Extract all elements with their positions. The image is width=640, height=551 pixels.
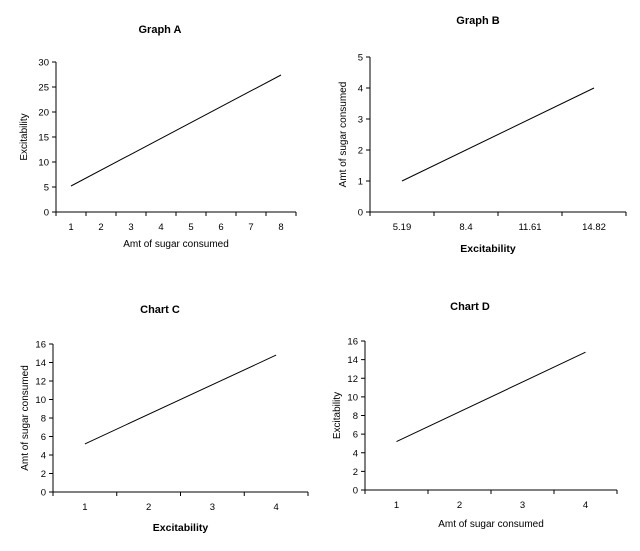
chart-a-x-tick-label: 5 [188, 222, 193, 233]
chart-c-y-tick-label: 6 [41, 432, 46, 443]
chart-a-y-tick-label: 5 [44, 183, 49, 194]
chart-a-y-axis-label: Excitability [19, 113, 30, 160]
chart-a-y-tick-label: 30 [38, 58, 49, 69]
chart-b-x-tick-label: 5.19 [393, 222, 412, 233]
chart-c-x-tick-label: 1 [82, 502, 87, 513]
chart-a-y-tick-label: 20 [38, 108, 49, 119]
chart-c-y-tick-label: 10 [35, 395, 46, 406]
chart-d-x-tick-label: 1 [394, 500, 399, 511]
chart-d-y-tick-label: 16 [347, 337, 358, 348]
chart-a-x-axis-label: Amt of sugar consumed [123, 239, 229, 250]
chart-a-y-tick-label: 25 [38, 83, 49, 94]
chart-d-y-tick-label: 10 [347, 392, 358, 403]
chart-d-series-line [396, 351, 586, 443]
chart-c-y-tick-label: 16 [35, 340, 46, 351]
chart-a-series-line [70, 74, 282, 187]
chart-c-y-axis-label: Amt of sugar consumed [20, 365, 31, 471]
chart-c-y-tick-label: 14 [35, 358, 46, 369]
chart-b-x-tick-label: 14.82 [582, 222, 606, 233]
chart-a-x-tick-label: 2 [98, 222, 103, 233]
chart-c-y-tick-label: 8 [41, 414, 46, 425]
chart-a-x-tick-label: 6 [218, 222, 223, 233]
chart-b-y-tick-label: 3 [358, 115, 363, 126]
chart-b-y-tick-label: 4 [358, 84, 363, 95]
chart-d-y-tick-label: 6 [353, 430, 358, 441]
chart-c-y-tick-label: 2 [41, 469, 46, 480]
chart-a-title: Graph A [139, 24, 182, 36]
chart-d-y-tick-label: 2 [353, 467, 358, 478]
chart-c-series-line [84, 354, 277, 445]
chart-c-x-axis-label: Excitability [153, 522, 209, 534]
chart-d-title: Chart D [450, 301, 490, 313]
chart-b-y-tick-label: 2 [358, 146, 363, 157]
chart-d-x-tick-label: 3 [520, 500, 525, 511]
chart-d-x-tick-label: 4 [583, 500, 588, 511]
chart-c-y-tick-label: 12 [35, 377, 46, 388]
chart-d-y-axis-label: Excitability [332, 392, 343, 439]
chart-a-x-tick-label: 4 [158, 222, 163, 233]
chart-b-y-tick-label: 5 [358, 53, 363, 64]
chart-d-y-tick-label: 12 [347, 374, 358, 385]
chart-d-y-tick-label: 4 [353, 448, 358, 459]
chart-b-y-tick-label: 1 [358, 177, 363, 188]
chart-c-title: Chart C [140, 304, 180, 316]
chart-d-y-tick-label: 8 [353, 411, 358, 422]
chart-c-y-tick-label: 4 [41, 451, 46, 462]
chart-d-y-tick-label: 14 [347, 355, 358, 366]
chart-c-y-tick-label: 0 [41, 488, 46, 499]
chart-a-x-tick-label: 3 [128, 222, 133, 233]
chart-a-x-tick-label: 1 [68, 222, 73, 233]
chart-d-x-tick-label: 2 [457, 500, 462, 511]
chart-b-series-line [401, 87, 595, 182]
chart-b-x-tick-label: 11.61 [518, 222, 541, 233]
chart-c-x-tick-label: 4 [273, 502, 278, 513]
chart-b-y-axis-label: Amt of sugar consumed [338, 82, 349, 188]
chart-d-x-axis-label: Amt of sugar consumed [438, 519, 544, 530]
chart-c-x-tick-label: 3 [210, 502, 215, 513]
chart-c-x-tick-label: 2 [146, 502, 151, 513]
chart-b-x-tick-label: 8.4 [459, 222, 472, 233]
chart-b-y-tick-label: 0 [358, 208, 363, 219]
chart-d-y-tick-label: 0 [353, 486, 358, 497]
chart-a-y-tick-label: 10 [38, 158, 49, 169]
chart-b-x-axis-label: Excitability [460, 243, 516, 255]
chart-a-y-tick-label: 0 [44, 208, 49, 219]
chart-a-x-tick-label: 8 [278, 222, 283, 233]
chart-a-y-tick-label: 15 [38, 133, 49, 144]
chart-a-x-tick-label: 7 [248, 222, 253, 233]
chart-b-title: Graph B [456, 15, 499, 27]
